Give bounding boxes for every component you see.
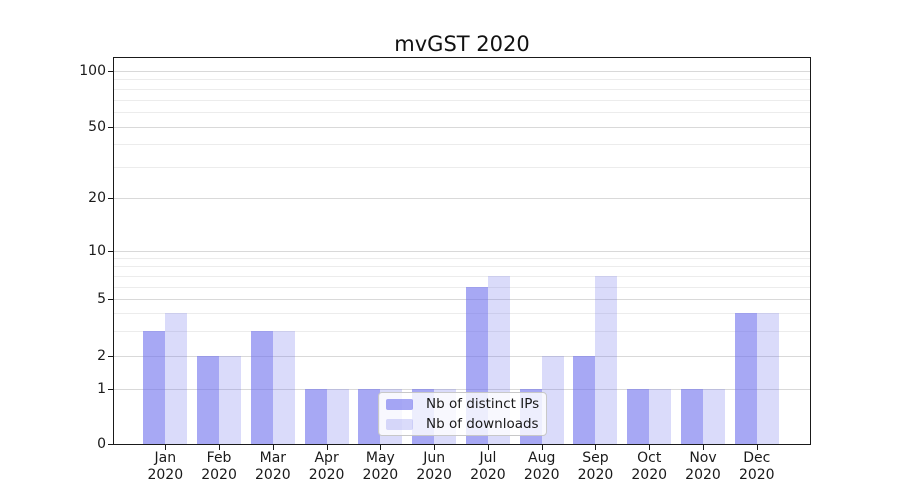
bar-nb-of-distinct-ips-apr-2020 xyxy=(304,389,327,444)
x-tick-label-feb-2020: Feb 2020 xyxy=(201,450,237,483)
gridline-minor-y-90 xyxy=(114,79,810,81)
gridline-major-y-10 xyxy=(114,250,810,252)
bar-nb-of-downloads-mar-2020 xyxy=(272,330,295,444)
y-tick-mark-0 xyxy=(108,444,113,445)
legend-item-distinct-ips: Nb of distinct IPs xyxy=(386,396,539,413)
gridline-minor-y-80 xyxy=(114,88,810,90)
bar-nb-of-distinct-ips-jan-2020 xyxy=(143,330,166,444)
bar-nb-of-distinct-ips-feb-2020 xyxy=(197,356,220,444)
legend-swatch-distinct-ips xyxy=(386,398,413,410)
gridline-major-y-100 xyxy=(114,70,810,72)
y-tick-label-1: 1 xyxy=(97,381,106,398)
gridline-minor-y-70 xyxy=(114,99,810,101)
bar-nb-of-distinct-ips-oct-2020 xyxy=(627,389,650,444)
y-tick-mark-1 xyxy=(108,389,113,391)
x-tick-mark-mar-2020 xyxy=(272,445,274,450)
y-tick-label-2: 2 xyxy=(97,348,106,364)
x-tick-label-dec-2020: Dec 2020 xyxy=(738,450,775,483)
gridline-minor-y-7 xyxy=(114,275,810,277)
x-tick-label-oct-2020: Oct 2020 xyxy=(631,450,668,483)
chart-title: mvGST 2020 xyxy=(394,32,530,56)
x-tick-mark-may-2020 xyxy=(380,445,382,450)
gridline-major-y-50 xyxy=(114,127,810,128)
bar-nb-of-downloads-sep-2020 xyxy=(595,275,618,444)
legend-swatch-downloads xyxy=(386,418,413,430)
x-tick-label-jul-2020: Jul 2020 xyxy=(470,450,506,483)
x-tick-mark-dec-2020 xyxy=(756,445,758,450)
x-tick-label-mar-2020: Mar 2020 xyxy=(255,450,291,483)
y-tick-label-20: 20 xyxy=(88,190,106,206)
gridline-major-y-5 xyxy=(114,299,810,301)
gridline-minor-y-6 xyxy=(114,286,810,288)
gridline-minor-y-40 xyxy=(114,144,810,146)
y-tick-mark-10 xyxy=(108,250,113,252)
bar-nb-of-distinct-ips-sep-2020 xyxy=(573,356,596,444)
bar-nb-of-downloads-oct-2020 xyxy=(649,389,672,444)
gridline-minor-y-3 xyxy=(114,330,810,332)
legend: Nb of distinct IPs Nb of downloads xyxy=(378,392,547,436)
x-tick-mark-feb-2020 xyxy=(219,445,221,450)
y-tick-mark-20 xyxy=(108,198,113,199)
bar-nb-of-distinct-ips-mar-2020 xyxy=(250,330,273,444)
x-tick-mark-sep-2020 xyxy=(595,445,597,450)
x-tick-mark-jun-2020 xyxy=(434,445,436,450)
legend-item-downloads: Nb of downloads xyxy=(386,416,539,433)
y-tick-label-10: 10 xyxy=(88,242,106,259)
x-tick-label-jun-2020: Jun 2020 xyxy=(416,450,452,483)
x-tick-mark-apr-2020 xyxy=(326,445,328,450)
bar-nb-of-downloads-apr-2020 xyxy=(326,389,349,444)
x-tick-mark-aug-2020 xyxy=(541,445,543,450)
y-tick-label-0: 0 xyxy=(97,436,106,452)
y-tick-label-50: 50 xyxy=(88,119,106,135)
x-tick-label-nov-2020: Nov 2020 xyxy=(685,450,721,483)
x-tick-mark-jul-2020 xyxy=(487,445,489,450)
x-tick-label-may-2020: May 2020 xyxy=(362,450,399,483)
legend-label-distinct-ips: Nb of distinct IPs xyxy=(426,396,540,412)
y-tick-mark-2 xyxy=(108,356,113,357)
bar-nb-of-distinct-ips-dec-2020 xyxy=(734,313,757,444)
gridline-major-y-20 xyxy=(114,198,810,199)
bar-nb-of-downloads-dec-2020 xyxy=(756,313,779,444)
gridline-minor-y-9 xyxy=(114,258,810,260)
x-tick-mark-nov-2020 xyxy=(703,445,704,450)
x-tick-label-sep-2020: Sep 2020 xyxy=(577,450,614,483)
x-tick-label-aug-2020: Aug 2020 xyxy=(523,450,560,483)
bar-nb-of-downloads-aug-2020 xyxy=(541,356,564,444)
y-tick-label-100: 100 xyxy=(79,62,106,79)
gridline-major-y-2 xyxy=(114,356,810,357)
x-tick-label-jan-2020: Jan 2020 xyxy=(147,450,184,483)
y-tick-mark-5 xyxy=(108,299,113,301)
x-tick-label-apr-2020: Apr 2020 xyxy=(308,450,345,483)
x-tick-mark-jan-2020 xyxy=(165,445,167,450)
bar-nb-of-downloads-jan-2020 xyxy=(165,313,188,444)
y-tick-label-5: 5 xyxy=(97,291,106,308)
bar-nb-of-distinct-ips-nov-2020 xyxy=(681,389,703,444)
gridline-minor-y-8 xyxy=(114,266,810,268)
gridline-minor-y-30 xyxy=(114,166,810,168)
bar-nb-of-distinct-ips-may-2020 xyxy=(358,389,381,444)
bar-nb-of-downloads-nov-2020 xyxy=(703,389,725,444)
bar-nb-of-downloads-feb-2020 xyxy=(219,356,242,444)
x-tick-mark-oct-2020 xyxy=(649,445,651,450)
gridline-minor-y-60 xyxy=(114,112,810,114)
gridline-major-y-1 xyxy=(114,389,810,391)
legend-label-downloads: Nb of downloads xyxy=(426,416,539,432)
y-tick-mark-100 xyxy=(108,70,113,72)
gridline-minor-y-4 xyxy=(114,313,810,315)
y-tick-mark-50 xyxy=(108,127,113,128)
